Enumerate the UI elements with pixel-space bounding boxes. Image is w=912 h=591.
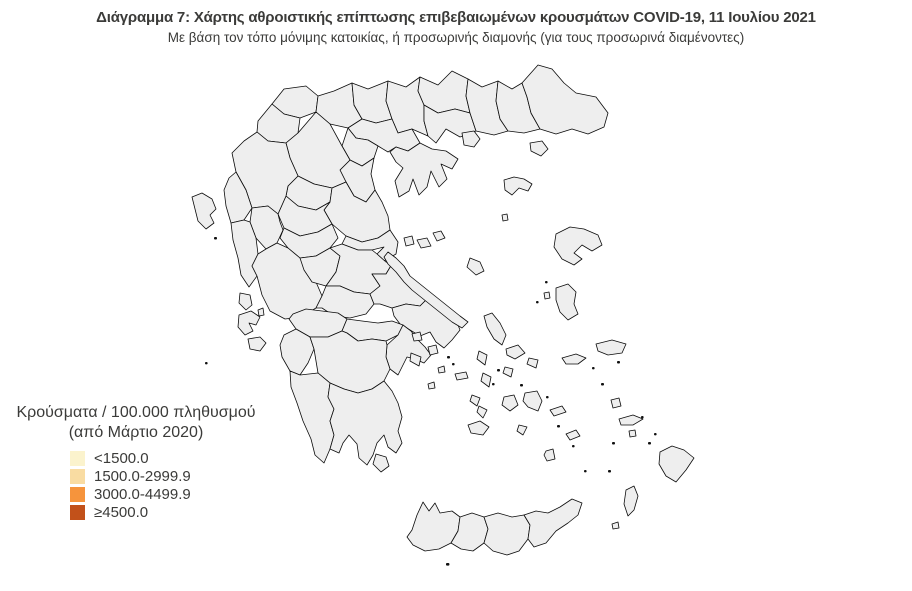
legend-item: 1500.0-2999.9: [70, 468, 262, 485]
region-ilia: [279, 328, 315, 376]
figure-subtitle: Με βάση τον τόπο μόνιμης κατοικίας, ή πρ…: [167, 30, 745, 45]
legend-label: <1500.0: [94, 450, 149, 467]
legend-item: 3000.0-4499.9: [70, 486, 262, 503]
region-syros: [502, 366, 514, 378]
region-skyros: [466, 257, 485, 276]
region-sifnos: [476, 405, 488, 419]
region-rethymno: [450, 512, 489, 552]
region-ikaria: [561, 353, 587, 365]
region-kythnos: [480, 372, 492, 388]
region-alonnisos: [432, 230, 446, 242]
region-lasithi: [523, 498, 583, 548]
region-lesvos: [553, 226, 603, 266]
legend-label: ≥4500.0: [94, 504, 149, 521]
region-salamina: [411, 331, 423, 342]
legend-items: <1500.0 1500.0-2999.9 3000.0-4499.9 ≥450…: [10, 450, 262, 521]
region-kalymnos: [610, 397, 622, 409]
legend-swatch-gte4500: [70, 505, 85, 520]
legend-swatch-3000-4499: [70, 487, 85, 502]
region-agios-efstratios: [501, 213, 509, 222]
minor-islets: [205, 237, 657, 566]
region-fokida: [315, 285, 375, 319]
region-lakonia: [327, 380, 403, 466]
region-messinia: [289, 370, 335, 464]
region-milos: [467, 420, 490, 436]
region-kea: [476, 350, 488, 366]
region-aigina: [427, 344, 439, 356]
region-tinos: [505, 344, 526, 360]
region-rodos: [658, 445, 695, 483]
region-spetses: [427, 381, 436, 390]
region-zakynthos: [247, 336, 267, 352]
region-evros: [521, 64, 609, 135]
region-irakleio: [483, 512, 531, 556]
region-karpathos: [623, 485, 639, 517]
region-kerkyra: [191, 192, 217, 230]
region-skiathos: [403, 235, 415, 247]
region-evia: [383, 251, 469, 329]
legend-title-line1: Κρούσματα / 100.000 πληθυσμού: [16, 404, 256, 421]
region-hydra: [454, 371, 469, 381]
crete-regions: [406, 498, 583, 556]
region-poros: [437, 365, 446, 374]
region-chios: [555, 283, 579, 321]
region-astypalea: [565, 429, 581, 441]
region-mykonos: [526, 357, 539, 369]
region-lefkada: [238, 292, 253, 311]
legend-label: 3000.0-4499.9: [94, 486, 191, 503]
legend-item: <1500.0: [70, 450, 262, 467]
region-skopelos: [416, 237, 432, 249]
region-andros: [483, 312, 507, 346]
region-methana: [409, 352, 422, 367]
region-nisyros: [628, 429, 637, 438]
region-paros: [501, 394, 519, 412]
region-naxos: [522, 390, 543, 412]
region-kefalonia: [237, 310, 261, 336]
region-ios: [516, 424, 528, 436]
legend-swatch-1500-2999: [70, 469, 85, 484]
region-thasos: [461, 130, 481, 148]
legend-label: 1500.0-2999.9: [94, 468, 191, 485]
region-ithaki: [257, 307, 265, 317]
legend-title-line2: (από Μάρτιο 2020): [68, 424, 204, 441]
region-larissa: [323, 181, 391, 243]
region-santorini: [543, 448, 556, 462]
region-arta: [249, 205, 284, 250]
legend-swatch-lt1500: [70, 451, 85, 466]
region-kythira: [372, 453, 390, 473]
region-limnos: [503, 176, 533, 196]
region-serifos: [469, 394, 481, 407]
figure-title: Διάγραμμα 7: Χάρτης αθροιστικής επίπτωση…: [96, 9, 816, 26]
mainland-regions: [223, 64, 609, 466]
region-samothraki: [529, 140, 549, 157]
region-kasos: [611, 521, 620, 530]
region-samos: [595, 339, 627, 356]
region-psara: [543, 291, 551, 300]
region-kos: [618, 414, 644, 426]
legend-item: ≥4500.0: [70, 504, 262, 521]
island-regions: [191, 130, 695, 530]
region-chalkidiki: [389, 142, 459, 198]
map-legend: Κρούσματα / 100.000 πληθυσμού (από Μάρτι…: [10, 403, 262, 521]
region-amorgos: [549, 405, 567, 417]
